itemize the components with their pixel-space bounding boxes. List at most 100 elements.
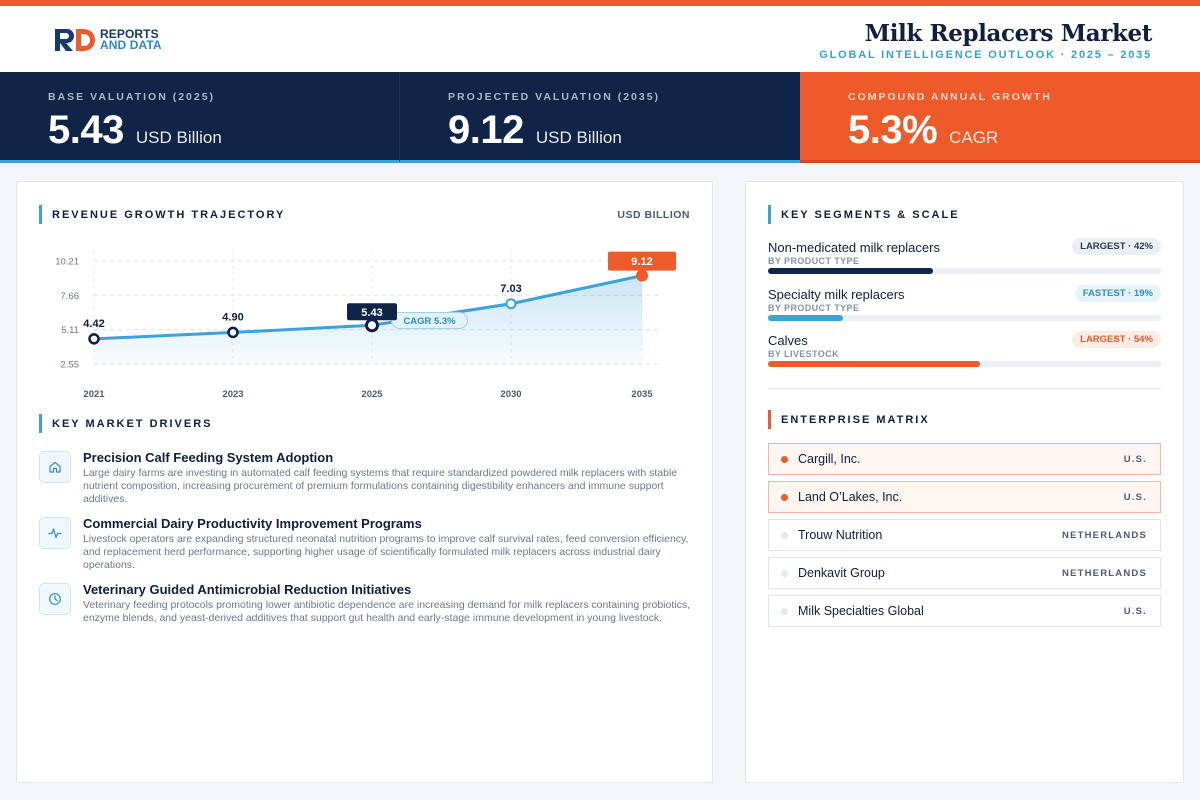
segment-badge: FASTEST · 19% [1074,285,1161,302]
segment-share-track [768,315,1161,321]
enterprise-heading: ENTERPRISE MATRIX [781,413,930,426]
chart-unit-label: USD BILLION [617,209,690,221]
segment-share-bar [768,268,934,274]
y-tick-label: 2.55 [61,360,80,371]
page-subtitle: GLOBAL INTELLIGENCE OUTLOOK · 2025 – 203… [819,49,1152,61]
driver-title: Veterinary Guided Antimicrobial Reductio… [83,582,412,597]
kpi-unit: CAGR [949,128,999,147]
enterprise-row[interactable]: Trouw Nutrition NETHERLANDS [768,519,1161,551]
data-label: 4.42 [83,318,104,330]
brand-line-1: REPORTS [100,27,159,41]
driver-title: Precision Calf Feeding System Adoption [83,450,334,465]
y-tick-label: 7.66 [61,291,80,302]
segment-name: Specialty milk replacers [768,287,905,302]
company-country: U.S. [1123,492,1147,503]
pulse-icon [39,517,71,549]
data-label-box [347,303,397,321]
enterprise-row[interactable]: Cargill, Inc. U.S. [768,443,1161,475]
driver-description: Veterinary feeding protocols promoting l… [83,599,691,624]
company-name: Denkavit Group [798,566,885,580]
segment-share-bar [768,361,981,367]
brand-logo[interactable]: REPORTS AND DATA [54,28,162,52]
x-tick-label: 2025 [361,389,383,400]
data-label: 5.43 [361,307,382,319]
kpi-cagr: COMPOUND ANNUAL GROWTH 5.3% CAGR [800,72,1200,163]
segments-section-header: KEY SEGMENTS & SCALE [768,205,960,224]
revenue-section-header: REVENUE GROWTH TRAJECTORY [39,205,285,224]
section-accent-bar [39,414,42,433]
drivers-heading: KEY MARKET DRIVERS [52,417,213,430]
kpi-label: BASE VALUATION (2025) [48,91,216,103]
drivers-section-header: KEY MARKET DRIVERS [39,414,212,433]
brand-wordmark: REPORTS AND DATA [100,27,162,52]
clock-icon [39,583,71,615]
section-divider [768,388,1161,389]
kpi-projected-valuation: PROJECTED VALUATION (2035) 9.12 USD Bill… [400,72,800,163]
company-name: Land O’Lakes, Inc. [798,490,903,504]
enterprise-row[interactable]: Land O’Lakes, Inc. U.S. [768,481,1161,513]
right-panel: KEY SEGMENTS & SCALE Non-medicated milk … [745,181,1184,783]
revenue-line-chart: 10.21 7.66 5.11 2.55 CAGR 5.3% 4.42 4.90 5.43 7.… [55,251,676,400]
highlight-dot [781,494,788,501]
segment-badge: LARGEST · 42% [1072,238,1161,255]
driver-description: Large dairy farms are investing in autom… [83,467,678,505]
logo-mark-icon [55,29,95,51]
list-dot [781,570,788,577]
y-tick-label: 10.21 [55,257,79,268]
highlight-dot [781,456,788,463]
kpi-unit: USD Billion [535,128,622,147]
segment-category: BY PRODUCT TYPE [768,256,860,266]
left-panel: REVENUE GROWTH TRAJECTORY USD BILLION 10… [16,181,713,783]
cagr-pill [391,312,468,330]
kpi-base-valuation: BASE VALUATION (2025) 5.43 USD Billion [0,72,400,163]
kpi-value: 5.3% [848,108,938,152]
page-header: REPORTS AND DATA Milk Replacers Market G… [0,6,1200,72]
driver-title: Commercial Dairy Productivity Improvemen… [83,516,422,531]
enterprise-section-header: ENTERPRISE MATRIX [768,410,930,429]
page-title: Milk Replacers Market [864,20,1153,47]
company-country: U.S. [1123,454,1147,465]
section-accent-bar [39,205,42,224]
list-dot [781,608,788,615]
segment-share-bar [768,315,843,321]
data-label: 4.90 [222,311,243,323]
company-name: Milk Specialties Global [798,604,924,618]
company-country: U.S. [1123,606,1147,617]
company-country: NETHERLANDS [1062,530,1147,541]
kpi-value: 9.12 [448,108,524,152]
company-name: Trouw Nutrition [798,528,883,542]
data-label: 9.12 [631,256,652,268]
data-point [227,326,239,339]
segments-heading: KEY SEGMENTS & SCALE [781,208,960,221]
data-point [636,269,648,282]
kpi-unit: USD Billion [135,128,222,147]
y-tick-label: 5.11 [61,325,79,336]
cagr-pill-label: CAGR 5.3% [403,316,456,327]
x-tick-label: 2023 [222,389,243,400]
data-point [88,333,100,345]
kpi-label: PROJECTED VALUATION (2035) [448,91,661,103]
top-accent-bar [0,0,1200,6]
x-tick-label: 2035 [631,389,653,400]
kpi-value: 5.43 [48,108,124,152]
company-name: Cargill, Inc. [798,452,861,466]
brand-line-2: AND DATA [100,38,162,52]
data-label-box [608,251,676,271]
enterprise-row[interactable]: Milk Specialties Global U.S. [768,595,1161,627]
x-tick-label: 2021 [83,389,105,400]
kpi-label: COMPOUND ANNUAL GROWTH [848,91,1052,103]
segment-category: BY LIVESTOCK [768,349,839,359]
company-country: NETHERLANDS [1062,568,1147,579]
enterprise-row[interactable]: Denkavit Group NETHERLANDS [768,557,1161,589]
segment-share-track [768,268,1161,274]
segment-name: Calves [768,333,808,348]
x-tick-label: 2030 [500,389,521,400]
data-label: 7.03 [500,283,521,295]
segment-name: Non-medicated milk replacers [768,240,940,255]
series-area [94,275,642,364]
segment-category: BY PRODUCT TYPE [768,303,860,313]
section-accent-bar [768,410,771,429]
data-point [365,318,379,333]
segment-badge: LARGEST · 54% [1072,331,1161,348]
home-icon [39,451,71,483]
